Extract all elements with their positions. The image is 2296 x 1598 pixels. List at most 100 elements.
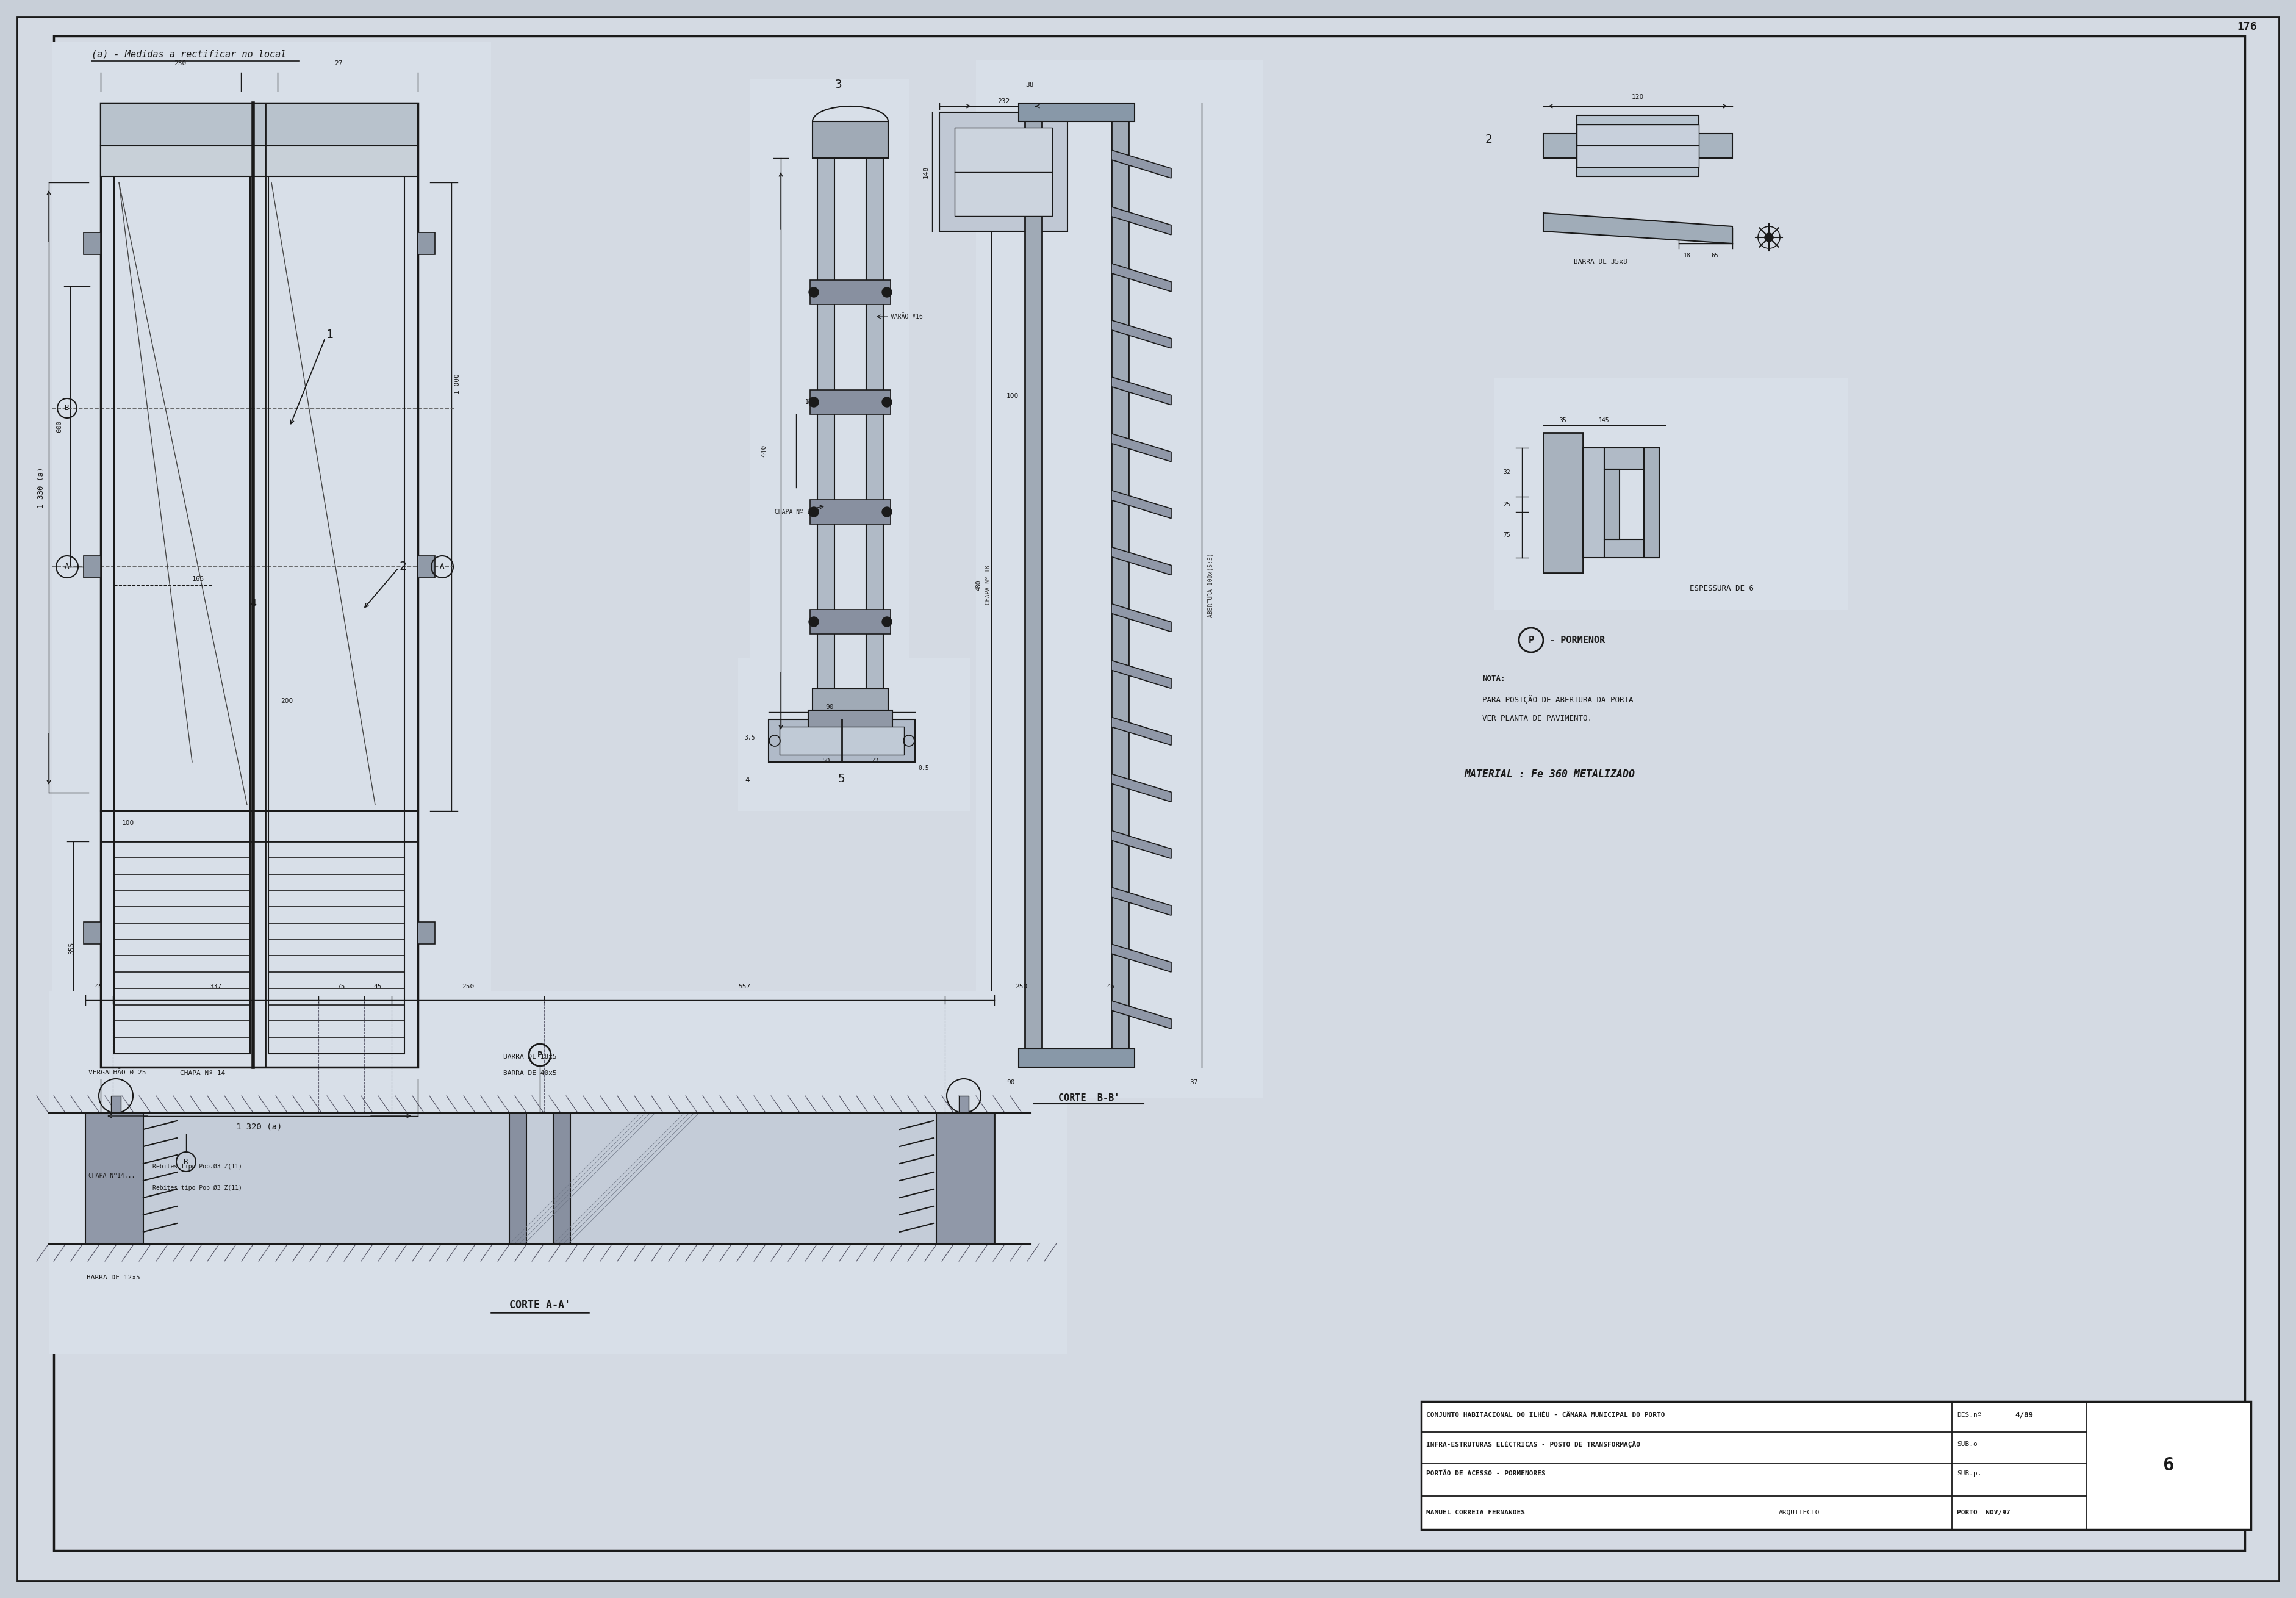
- Circle shape: [882, 507, 891, 516]
- Text: 200: 200: [280, 698, 294, 705]
- Bar: [810, 390, 891, 414]
- Polygon shape: [1111, 944, 1171, 972]
- Text: 1 330 (a): 1 330 (a): [37, 467, 46, 508]
- Text: 4/89: 4/89: [2016, 1411, 2032, 1419]
- Text: 100: 100: [122, 820, 135, 826]
- Text: CHAPA Nº 14: CHAPA Nº 14: [774, 508, 815, 515]
- Polygon shape: [1111, 491, 1171, 518]
- Text: 3: 3: [836, 78, 843, 91]
- Bar: [1019, 104, 1134, 121]
- Bar: [101, 104, 418, 145]
- Text: 120: 120: [1632, 94, 1644, 101]
- Bar: [1605, 540, 1660, 558]
- Bar: [1421, 1401, 2250, 1529]
- Text: 90: 90: [827, 705, 833, 710]
- Text: 232: 232: [996, 97, 1010, 104]
- Bar: [810, 609, 891, 634]
- Bar: [418, 232, 434, 254]
- Text: SUB.o: SUB.o: [1956, 1441, 1977, 1448]
- Circle shape: [808, 398, 820, 407]
- Bar: [1495, 377, 1848, 609]
- Bar: [810, 500, 891, 524]
- Text: 1 000: 1 000: [455, 374, 461, 395]
- Polygon shape: [1111, 206, 1171, 235]
- Circle shape: [1766, 233, 1773, 241]
- Bar: [1577, 115, 1699, 176]
- Text: (a) - Medidas a rectificar no local: (a) - Medidas a rectificar no local: [92, 50, 287, 59]
- Text: VERGALHÃO Ø 25: VERGALHÃO Ø 25: [90, 1071, 147, 1077]
- Text: 165: 165: [193, 575, 204, 582]
- Text: 148: 148: [923, 166, 930, 179]
- Text: ABERTURA 100x(5:5): ABERTURA 100x(5:5): [1208, 553, 1215, 617]
- Text: 32: 32: [1504, 470, 1511, 475]
- Text: 45: 45: [94, 984, 103, 989]
- Text: PARA POSIÇÃO DE ABERTURA DA PORTA: PARA POSIÇÃO DE ABERTURA DA PORTA: [1483, 695, 1632, 705]
- Text: 250: 250: [174, 61, 186, 67]
- Bar: [976, 61, 1263, 1098]
- Text: 90: 90: [1006, 1079, 1015, 1085]
- Text: 2: 2: [1486, 134, 1492, 145]
- Text: 176: 176: [2236, 21, 2257, 32]
- Bar: [110, 1096, 122, 1112]
- Text: MANUEL CORREIA FERNANDES: MANUEL CORREIA FERNANDES: [1426, 1510, 1525, 1515]
- Text: ESPESSURA DE 6: ESPESSURA DE 6: [1690, 585, 1754, 593]
- Text: 440: 440: [760, 444, 767, 457]
- Text: VARÃO #16: VARÃO #16: [891, 313, 923, 320]
- Bar: [85, 1112, 142, 1245]
- Text: BARRA DE 12x5: BARRA DE 12x5: [87, 1275, 140, 1280]
- Polygon shape: [1111, 547, 1171, 575]
- Text: 38: 38: [1026, 81, 1033, 88]
- Bar: [1605, 447, 1660, 470]
- Text: CORTE  B-B': CORTE B-B': [1058, 1093, 1120, 1103]
- Text: SUB.p.: SUB.p.: [1956, 1470, 1981, 1477]
- Text: A: A: [64, 562, 69, 570]
- Text: NOTA:: NOTA:: [1483, 674, 1506, 682]
- Text: 557: 557: [737, 984, 751, 989]
- Bar: [1024, 104, 1042, 1067]
- Text: CORTE A-A': CORTE A-A': [510, 1299, 569, 1310]
- Bar: [53, 42, 491, 1178]
- Polygon shape: [1111, 773, 1171, 802]
- Polygon shape: [1111, 433, 1171, 462]
- Text: CONJUNTO HABITACIONAL DO ILHÉU - CÂMARA MUNICIPAL DO PORTO: CONJUNTO HABITACIONAL DO ILHÉU - CÂMARA …: [1426, 1413, 1665, 1417]
- Bar: [769, 719, 916, 762]
- Text: 35: 35: [1559, 417, 1566, 423]
- Text: - PORMENOR: - PORMENOR: [1550, 636, 1605, 644]
- Bar: [1577, 125, 1699, 168]
- Text: 1 320 (a): 1 320 (a): [236, 1123, 282, 1131]
- Bar: [751, 78, 909, 775]
- Circle shape: [808, 507, 820, 516]
- Bar: [955, 128, 1052, 216]
- Bar: [83, 556, 101, 578]
- Bar: [939, 112, 1068, 232]
- Bar: [101, 104, 418, 1067]
- Polygon shape: [1111, 604, 1171, 631]
- Polygon shape: [1111, 718, 1171, 745]
- Bar: [813, 689, 889, 710]
- Bar: [510, 1112, 526, 1245]
- Bar: [115, 117, 250, 1053]
- Polygon shape: [1111, 887, 1171, 916]
- Text: MATERIAL : Fe 360 METALIZADO: MATERIAL : Fe 360 METALIZADO: [1465, 769, 1635, 780]
- Bar: [83, 922, 101, 944]
- Text: Rebites tipo Pop Ø3 Z(11): Rebites tipo Pop Ø3 Z(11): [152, 1184, 241, 1191]
- Text: 2: 2: [400, 561, 406, 572]
- Text: 250: 250: [461, 984, 473, 989]
- Text: 45: 45: [1107, 984, 1116, 989]
- Text: P: P: [537, 1051, 542, 1059]
- Polygon shape: [1111, 377, 1171, 404]
- Text: 45: 45: [374, 984, 381, 989]
- Bar: [418, 922, 434, 944]
- Text: Rebites tipo Pop.Ø3 Z(11): Rebites tipo Pop.Ø3 Z(11): [152, 1163, 241, 1170]
- Text: BARRA DE 35x8: BARRA DE 35x8: [1573, 259, 1628, 265]
- Text: 170: 170: [806, 400, 815, 406]
- Text: A: A: [441, 562, 445, 570]
- Polygon shape: [1543, 213, 1733, 243]
- Text: BARRA DE 18x5: BARRA DE 18x5: [503, 1053, 556, 1059]
- Text: 0.5: 0.5: [918, 765, 930, 772]
- Bar: [1111, 104, 1127, 1067]
- Text: DES.nº: DES.nº: [1956, 1413, 1981, 1417]
- Bar: [737, 658, 969, 810]
- Bar: [269, 117, 404, 1053]
- Text: 4: 4: [744, 777, 748, 785]
